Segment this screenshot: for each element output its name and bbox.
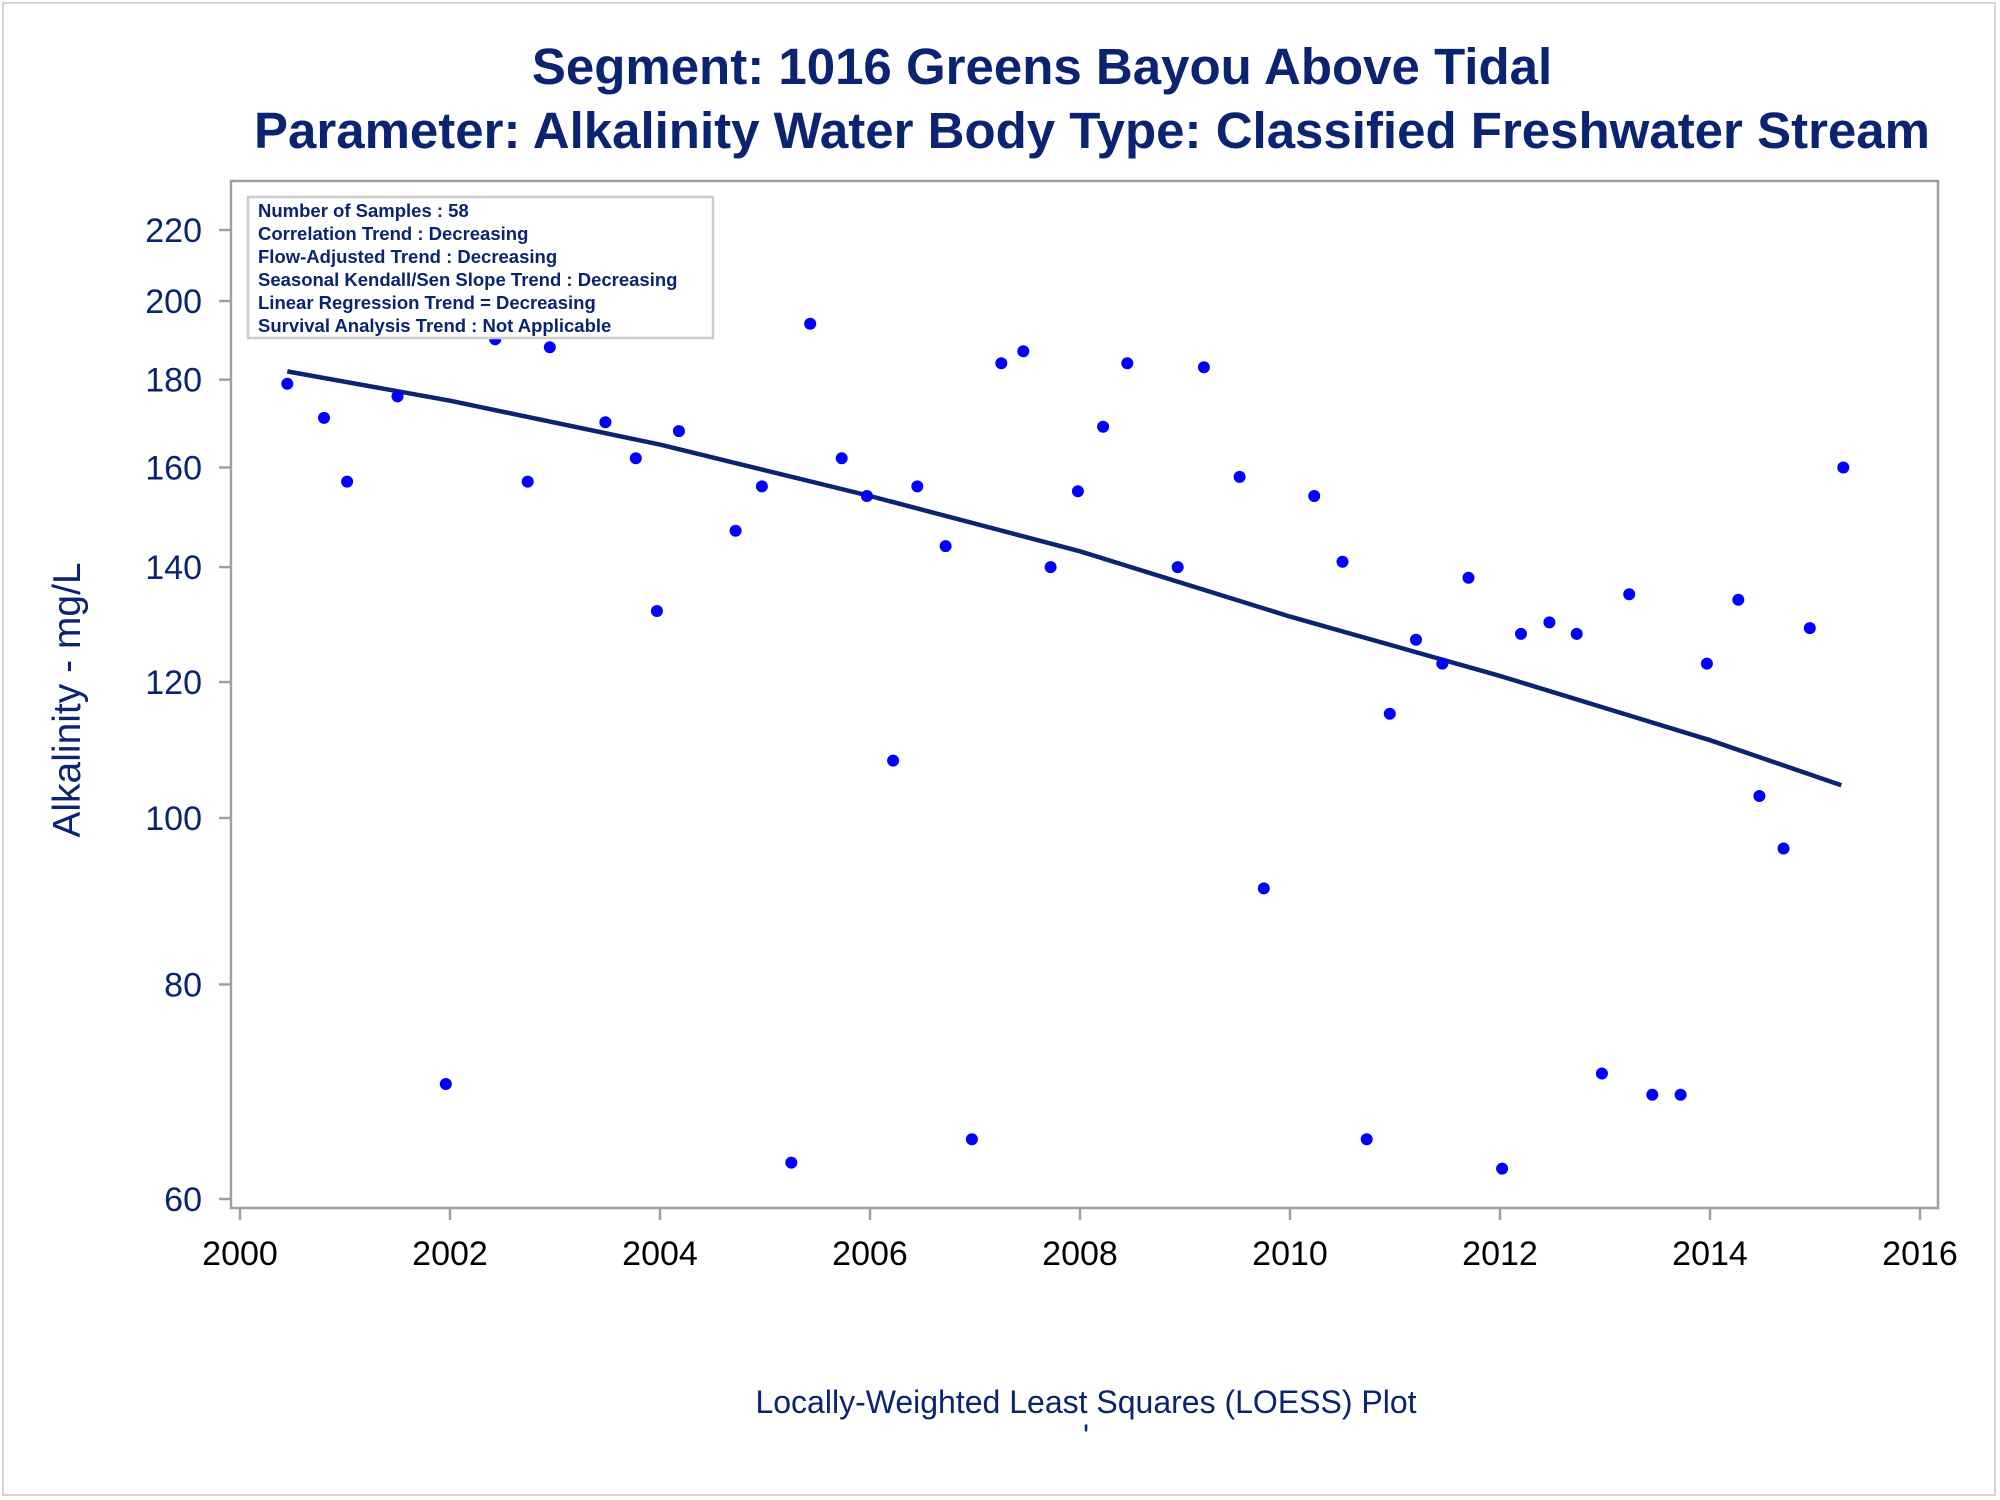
data-point [1700,657,1713,670]
x-axis: 2000 2002 2004 2006 2008 2010 2012 2014 2016 [202,1208,1958,1273]
x-tick-label: 2000 [202,1235,278,1273]
y-tick-label: 180 [145,362,202,400]
info-line: Number of Samples : 58 [258,200,469,221]
data-point [995,357,1008,370]
data-point [599,416,612,429]
data-point [1436,657,1449,670]
data-point [755,480,768,493]
x-tick-label: 2006 [832,1235,908,1273]
y-tick-label: 140 [145,549,202,587]
data-point [1171,561,1184,574]
x-tick-label: 2008 [1042,1235,1118,1273]
data-point [1336,555,1349,568]
x-tick-label: 2016 [1882,1235,1958,1273]
footnote: Locally-Weighted Least Squares (LOESS) P… [755,1384,1416,1420]
data-point [1071,485,1084,498]
y-axis: 60 80 100 120 140 160 180 200 220 [145,212,231,1219]
y-tick-label: 80 [164,966,202,1004]
data-point [1753,790,1766,802]
data-points [281,200,1850,1175]
data-point [281,377,294,390]
y-tick-label: 220 [145,212,202,250]
y-tick-label: 160 [145,450,202,488]
data-point [1121,357,1134,370]
data-point [672,425,685,438]
data-point [1570,627,1583,640]
y-tick-label: 100 [145,800,202,838]
x-tick-label: 2002 [412,1235,488,1273]
data-point [650,605,663,617]
data-point [1017,345,1030,358]
data-point [1197,361,1210,374]
data-point [1595,1067,1608,1080]
y-axis-label: Alkalinity - mg/L [46,562,89,837]
data-point [629,452,642,465]
info-box [246,195,715,340]
loess-trend-line [286,369,1843,788]
data-point [1233,470,1246,483]
data-point [1515,627,1527,640]
x-tick-label: 2012 [1462,1235,1538,1273]
data-point [391,390,404,403]
x-tick-label: 2010 [1252,1235,1328,1273]
plot-area [229,179,1940,1210]
data-point [1646,1088,1659,1101]
data-point [1257,882,1270,895]
data-point [341,475,354,488]
data-point [965,1133,978,1146]
y-tick-label: 200 [145,283,202,321]
footnote-mark: ' [1083,1418,1089,1454]
info-box-lines: Number of Samples : 58 Correlation Trend… [258,200,677,336]
y-tick-label: 120 [145,664,202,702]
data-point [318,411,330,424]
info-line: Flow-Adjusted Trend : Decreasing [258,246,557,267]
data-point [1044,561,1057,574]
data-point [1383,707,1396,720]
info-line: Seasonal Kendall/Sen Slope Trend : Decre… [258,269,677,290]
data-point [1360,1133,1373,1146]
data-point [1837,461,1850,474]
data-point [785,1156,798,1169]
x-tick-label: 2014 [1672,1235,1748,1273]
data-point [1674,1088,1687,1101]
data-point [729,524,742,537]
x-tick-label: 2004 [622,1235,698,1273]
data-point [1496,1162,1509,1175]
data-point [1462,571,1475,584]
data-point [1308,490,1321,502]
data-point [804,317,817,330]
chart-title: Segment: 1016 Greens Bayou Above Tidal [532,38,1552,95]
data-point [860,490,873,502]
data-point [887,754,900,767]
data-point [911,480,924,493]
data-point [521,475,534,488]
chart-subtitle: Parameter: Alkalinity Water Body Type: C… [254,102,1930,159]
data-point [1803,622,1816,635]
data-point [1777,842,1790,855]
data-point [1410,633,1422,646]
data-point [1623,588,1636,601]
data-point [1097,420,1110,433]
data-point [1543,616,1556,629]
y-tick-label: 60 [164,1181,202,1219]
data-point [543,341,556,354]
data-point [835,452,848,465]
info-line: Survival Analysis Trend : Not Applicable [258,315,611,336]
data-point [939,540,952,553]
data-point [1732,593,1745,606]
info-line: Correlation Trend : Decreasing [258,223,528,244]
data-point [439,1078,452,1090]
info-line: Linear Regression Trend = Decreasing [258,292,596,313]
